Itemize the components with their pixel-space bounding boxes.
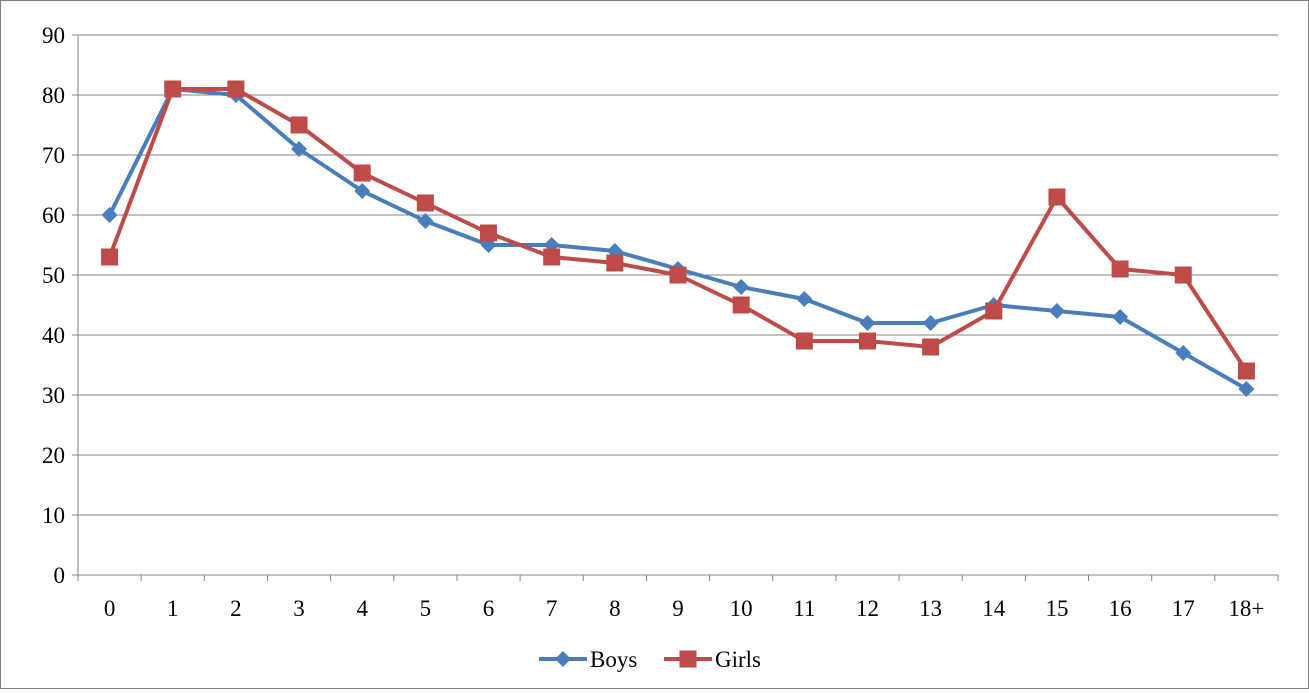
y-tick-label: 30 <box>42 383 65 408</box>
legend-item-girls: Girls <box>664 647 761 672</box>
legend-marker-girls <box>679 650 697 668</box>
x-tick-label: 6 <box>483 596 495 621</box>
x-tick-label: 5 <box>420 596 432 621</box>
point-girls-11 <box>795 332 813 350</box>
point-girls-3 <box>290 116 308 134</box>
x-tick-label: 9 <box>672 596 684 621</box>
point-girls-9 <box>669 266 687 284</box>
point-boys-18+ <box>1238 381 1255 397</box>
x-tick-label: 14 <box>982 596 1006 621</box>
legend-item-boys: Boys <box>539 647 637 672</box>
point-girls-4 <box>353 164 371 182</box>
legend-label-boys: Boys <box>590 647 637 672</box>
legend: Boys Girls <box>539 647 761 672</box>
y-tick-label: 50 <box>42 263 65 288</box>
x-tick-label: 2 <box>230 596 242 621</box>
point-boys-16 <box>1112 309 1129 325</box>
line-boys <box>107 87 1248 391</box>
y-tick-labels: 0 10 20 30 40 50 60 70 80 90 <box>42 23 65 588</box>
x-tick-label: 1 <box>167 596 179 621</box>
point-girls-13 <box>922 338 940 356</box>
axes <box>72 34 1279 581</box>
y-tick-label: 0 <box>54 563 66 588</box>
series-boys <box>101 81 1255 397</box>
series-lines <box>101 80 1255 397</box>
point-boys-5 <box>417 213 434 229</box>
point-boys-11 <box>796 291 813 307</box>
point-girls-6 <box>480 224 498 242</box>
point-boys-12 <box>859 315 876 331</box>
y-tick-label: 20 <box>42 443 65 468</box>
x-tick-label: 4 <box>356 596 368 621</box>
series-girls <box>101 80 1255 380</box>
x-tick-label: 11 <box>793 596 815 621</box>
point-boys-4 <box>354 183 371 199</box>
legend-marker-boys <box>555 651 571 667</box>
point-boys-3 <box>291 141 308 157</box>
x-tick-label: 16 <box>1109 596 1132 621</box>
point-girls-10 <box>732 296 750 314</box>
point-boys-17 <box>1175 345 1192 361</box>
point-girls-17 <box>1174 266 1192 284</box>
point-girls-0 <box>101 248 119 266</box>
x-tick-label: 13 <box>919 596 942 621</box>
x-tick-label: 15 <box>1045 596 1068 621</box>
point-boys-10 <box>733 279 750 295</box>
point-girls-1 <box>164 80 182 98</box>
x-tick-label: 3 <box>293 596 305 621</box>
x-tick-label: 7 <box>546 596 558 621</box>
point-girls-15 <box>1048 188 1066 206</box>
point-girls-5 <box>416 194 434 212</box>
x-tick-labels: 0 1 2 3 4 5 6 7 8 9 10 11 12 13 14 15 16 17 18+ <box>104 596 1265 621</box>
y-tick-label: 80 <box>42 83 65 108</box>
point-girls-14 <box>985 302 1003 320</box>
point-boys-15 <box>1048 303 1065 319</box>
x-tick-label: 12 <box>856 596 879 621</box>
point-girls-2 <box>227 80 245 98</box>
point-girls-7 <box>543 248 561 266</box>
point-girls-18+ <box>1237 362 1255 380</box>
x-tick-label: 0 <box>104 596 116 621</box>
point-girls-12 <box>858 332 876 350</box>
y-tick-label: 90 <box>42 23 65 48</box>
point-girls-8 <box>606 254 624 272</box>
y-tick-label: 60 <box>42 203 65 228</box>
y-tick-label: 10 <box>42 503 65 528</box>
x-tick-label: 17 <box>1172 596 1195 621</box>
point-boys-13 <box>922 315 939 331</box>
x-tick-label: 10 <box>730 596 753 621</box>
point-girls-16 <box>1111 260 1129 278</box>
point-boys-0 <box>101 207 118 223</box>
x-tick-label: 18+ <box>1228 596 1264 621</box>
y-tick-label: 70 <box>42 143 65 168</box>
y-tick-label: 40 <box>42 323 65 348</box>
x-tick-label: 8 <box>609 596 621 621</box>
legend-label-girls: Girls <box>715 647 761 672</box>
